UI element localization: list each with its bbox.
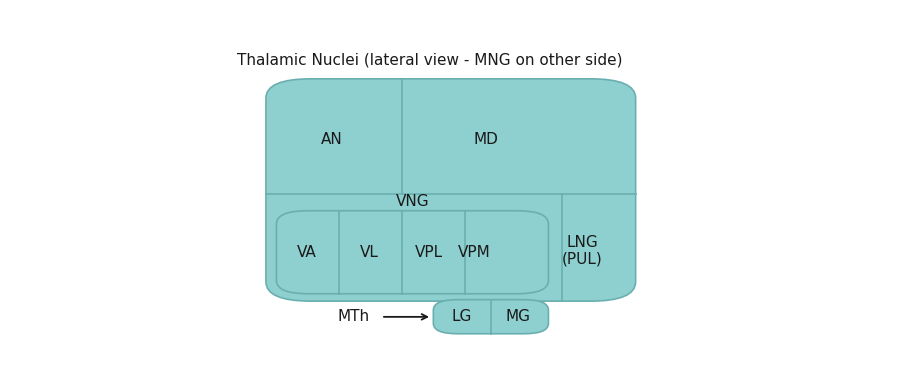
Text: MD: MD — [473, 132, 498, 147]
Text: MTh: MTh — [338, 310, 369, 324]
Text: LG: LG — [452, 310, 472, 324]
Text: VNG: VNG — [396, 194, 429, 209]
Text: VPM: VPM — [457, 245, 490, 260]
Text: Thalamic Nuclei (lateral view - MNG on other side): Thalamic Nuclei (lateral view - MNG on o… — [237, 52, 623, 67]
FancyBboxPatch shape — [276, 211, 548, 294]
Text: VL: VL — [360, 245, 379, 260]
Text: AN: AN — [321, 132, 343, 147]
FancyBboxPatch shape — [266, 79, 635, 301]
FancyBboxPatch shape — [434, 300, 548, 334]
Text: VA: VA — [296, 245, 316, 260]
Text: MG: MG — [506, 310, 531, 324]
Text: LNG
(PUL): LNG (PUL) — [562, 234, 602, 267]
Text: VPL: VPL — [414, 245, 443, 260]
